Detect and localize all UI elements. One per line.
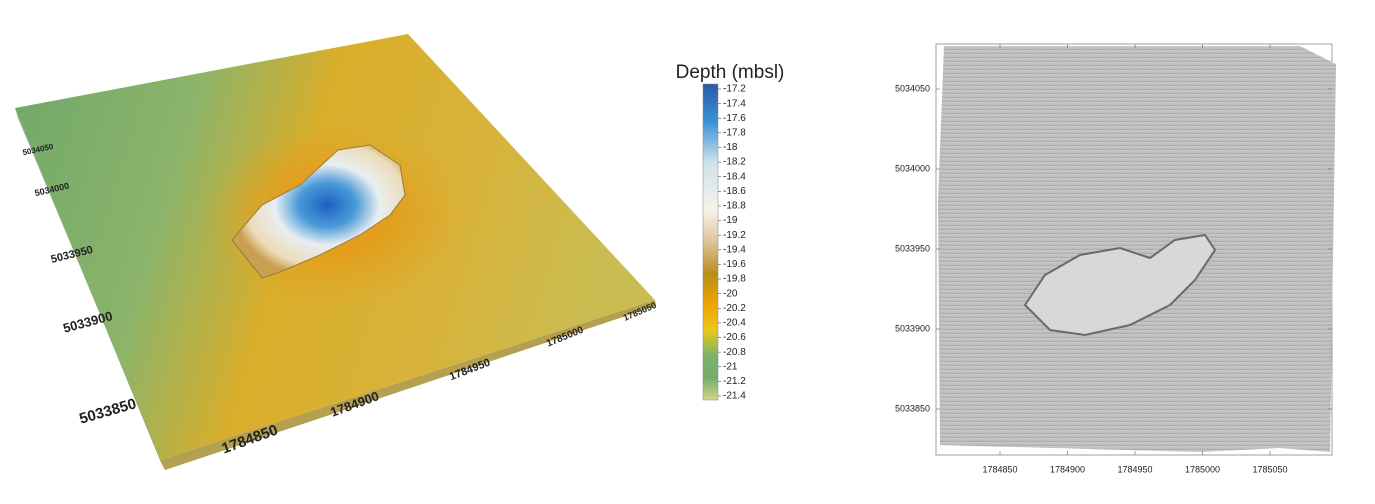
colorbar-tick-label: -20.6 [723,332,746,343]
colorbar-tick-label: -18.4 [723,171,746,182]
colorbar-tick-label: -20.2 [723,303,746,314]
colorbar-ramp [703,84,718,400]
colorbar-title: Depth (mbsl) [676,62,785,83]
colorbar-tick-label: -18.2 [723,157,746,168]
colorbar-tick-label: -17.4 [723,98,746,109]
x-tick-label: 1784950 [1117,464,1152,474]
hillshade-panel [936,44,1336,455]
y-tick-label: 5034050 [895,83,930,93]
colorbar-tick-label: -18.6 [723,186,746,197]
colorbar-tick-label: -20.4 [723,318,746,329]
x-tick-label: 1785000 [1185,464,1220,474]
hillshade-surface [938,46,1336,452]
colorbar-tick-label: -19.4 [723,244,746,255]
y-tick-label: 5034000 [895,163,930,173]
colorbar-tick-label: -17.8 [723,127,746,138]
colorbar-tick-label: -21.2 [723,376,746,387]
colorbar-tick-label: -18 [723,142,738,153]
colorbar-tick-label: -17.6 [723,113,746,124]
colorbar-tick-label: -19.2 [723,230,746,241]
y-tick-label: 5033950 [895,243,930,253]
colorbar-tick-label: -17.2 [723,84,746,95]
x-tick-label: 1784850 [982,464,1017,474]
northing-label: 5033900 [61,308,114,336]
colorbar-tick-label: -20 [723,288,738,299]
colorbar-tick-label: -21.4 [723,391,746,402]
colorbar-tick-label: -18.8 [723,201,746,212]
northing-label: 5033850 [77,395,138,427]
colorbar-tick-label: -20.8 [723,347,746,358]
y-tick-label: 5033900 [895,323,930,333]
x-tick-label: 1785050 [1252,464,1287,474]
colorbar-tick-label: -21 [723,361,738,372]
figure: Depth (mbsl) 5034050 5034000 5033950 503390… [0,0,1375,504]
colorbar-tick-label: -19 [723,215,738,226]
colorbar-tick-label: -19.8 [723,274,746,285]
colorbar-tick-label: -19.6 [723,259,746,270]
x-tick-label: 1784900 [1050,464,1085,474]
y-tick-label: 5033850 [895,403,930,413]
